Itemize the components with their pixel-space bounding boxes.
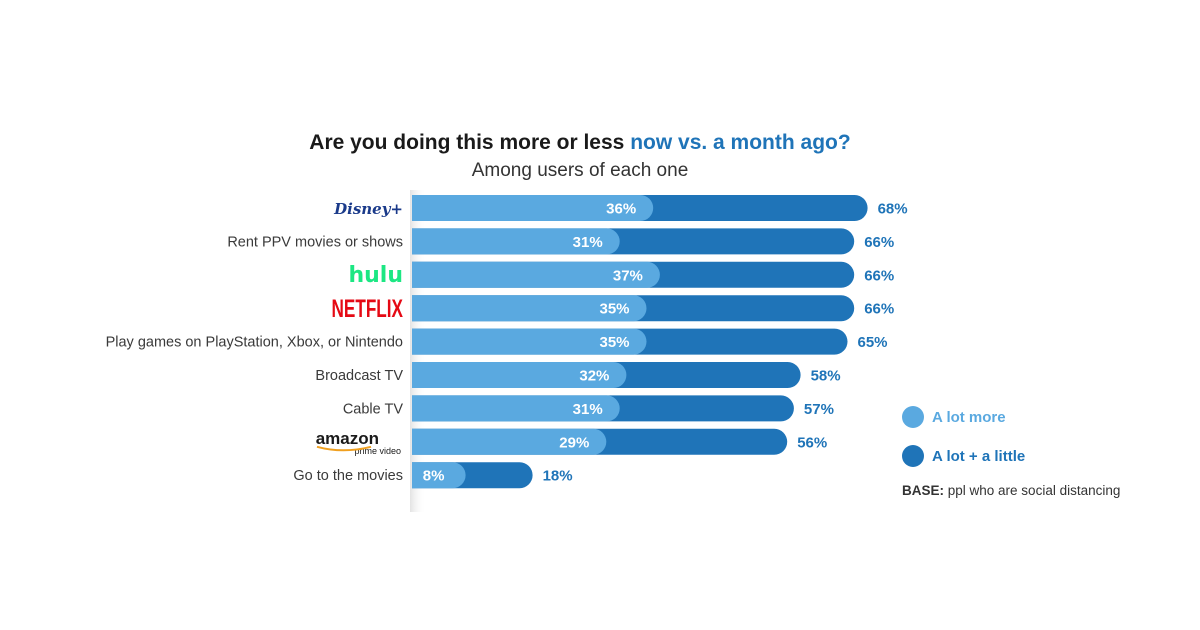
value-label-a-lot-more-cable-tv: 31% — [573, 401, 603, 418]
bar-a-lot-more-cable-tv — [412, 395, 620, 422]
value-label-total-hulu: 66% — [864, 267, 894, 284]
legend-item-a-lot-a-little: A lot + a little — [902, 445, 1025, 467]
value-label-total-broadcast-tv: 58% — [811, 368, 841, 385]
chart-title-part1: Are you doing this more or less — [309, 131, 631, 154]
prime-video-subtext: prime video — [354, 446, 401, 456]
category-label-play-games-on-playstation-xbox-or-nintendo: Play games on PlayStation, Xbox, or Nint… — [106, 335, 403, 351]
value-label-total-netflix: 66% — [864, 301, 894, 318]
value-label-total-play-games-on-playstation-xbox-or-nintendo: 65% — [858, 334, 888, 351]
legend-swatch-a-lot-a-little — [902, 445, 924, 467]
category-label-broadcast-tv: Broadcast TV — [315, 368, 403, 384]
value-label-total-rent-ppv-movies-or-shows: 66% — [864, 234, 894, 251]
base-note-text: ppl who are social distancing — [944, 483, 1121, 498]
value-label-total-disney: 68% — [878, 201, 908, 218]
legend-label-a-lot-a-little: A lot + a little — [932, 447, 1026, 465]
value-label-total-cable-tv: 57% — [804, 401, 834, 418]
bars-layer: 36% 68% 31% 66% 37% 66% 35% 66% 35% 65% 32% 58% 31% 5… — [412, 195, 908, 489]
amazon-wordmark: amazon — [316, 429, 379, 448]
category-label-go-to-the-movies: Go to the movies — [293, 468, 403, 484]
value-label-a-lot-more-amazon-prime-video: 29% — [559, 434, 589, 451]
value-label-a-lot-more-netflix: 35% — [599, 301, 629, 318]
chart-title: Are you doing this more or less now vs. … — [0, 131, 1160, 155]
legend-swatch-a-lot-more — [902, 406, 924, 428]
bar-a-lot-more-rent-ppv-movies-or-shows — [412, 228, 620, 255]
bar-a-lot-more-netflix — [412, 295, 647, 322]
value-label-a-lot-more-rent-ppv-movies-or-shows: 31% — [573, 234, 603, 251]
disney-plus-logo: Disney+ — [333, 200, 403, 218]
bar-a-lot-more-amazon-prime-video — [412, 428, 607, 455]
netflix-logo: NETFLIX — [332, 296, 403, 323]
base-note: BASE: ppl who are social distancing — [902, 483, 1120, 498]
chart-subtitle: Among users of each one — [471, 160, 689, 181]
hulu-logo: hulu — [348, 263, 403, 288]
legend-item-a-lot-more: A lot more — [902, 406, 1006, 428]
bar-a-lot-more-broadcast-tv — [412, 362, 627, 388]
value-label-a-lot-more-broadcast-tv: 32% — [579, 368, 609, 385]
category-label-rent-ppv-movies-or-shows: Rent PPV movies or shows — [227, 234, 403, 250]
bar-a-lot-more-play-games-on-playstation-xbox-or-nintendo — [412, 328, 647, 355]
value-label-total-go-to-the-movies: 18% — [543, 468, 573, 485]
bar-a-lot-more-disney — [412, 195, 654, 221]
bar-a-lot-more-go-to-the-movies — [412, 462, 466, 489]
value-label-total-amazon-prime-video: 56% — [797, 434, 827, 451]
value-label-a-lot-more-disney: 36% — [606, 201, 636, 218]
value-label-a-lot-more-go-to-the-movies: 8% — [423, 468, 445, 485]
category-labels: Disney+ Rent PPV movies or shows hulu NETFL… — [106, 200, 404, 484]
bar-a-lot-more-hulu — [412, 261, 660, 288]
legend-label-a-lot-more: A lot more — [932, 408, 1006, 426]
amazon-smile-icon — [316, 445, 372, 452]
category-label-cable-tv: Cable TV — [343, 401, 404, 417]
base-note-label: BASE: — [902, 483, 945, 498]
chart-title-highlight: now vs. a month ago? — [630, 131, 851, 154]
value-label-a-lot-more-hulu: 37% — [613, 267, 643, 284]
value-label-a-lot-more-play-games-on-playstation-xbox-or-nintendo: 35% — [599, 334, 629, 351]
